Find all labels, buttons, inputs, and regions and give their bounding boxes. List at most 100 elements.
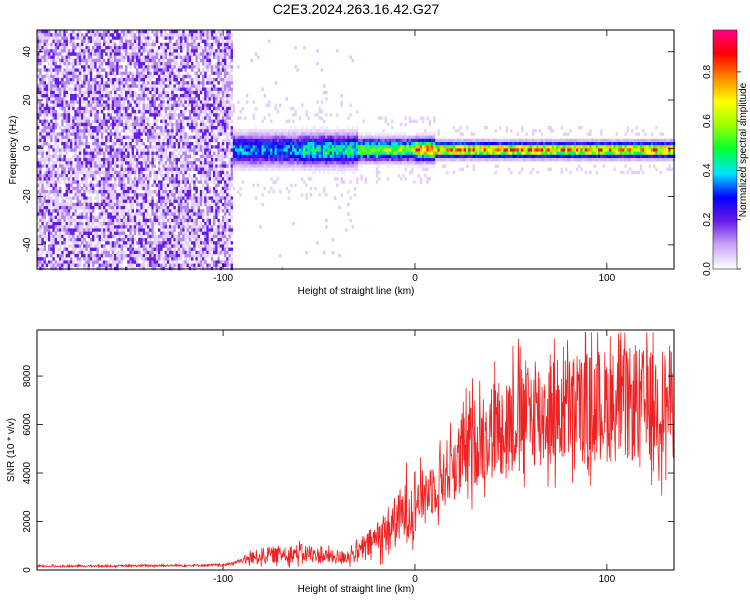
- spectrogram-cell: [37, 247, 40, 251]
- spectrogram-cell: [87, 30, 90, 34]
- spectrogram-cell: [155, 174, 159, 178]
- spectrogram-cell: [114, 148, 117, 152]
- spectrogram-cell: [98, 74, 101, 79]
- spectrogram-cell: [118, 116, 121, 120]
- spectrogram-cell: [118, 39, 121, 43]
- spectrogram-cell: [85, 234, 88, 239]
- spectrogram-cell: [122, 55, 126, 59]
- spectrogram-cell: [87, 46, 90, 50]
- spectrogram-cell: [193, 254, 196, 258]
- spectrogram-cell: [158, 97, 161, 101]
- spectrogram-cell: [118, 97, 121, 101]
- spectrogram-cell: [166, 78, 170, 82]
- spectrogram-cell: [83, 142, 86, 146]
- spectrogram-cell: [171, 225, 174, 229]
- spectrogram-cell: [136, 103, 139, 107]
- spectrogram-cell: [54, 225, 57, 229]
- spectrogram-cell: [83, 52, 86, 56]
- spectrogram-cell: [162, 177, 165, 181]
- spectrogram-cell: [127, 119, 130, 123]
- spectrogram-cell: [186, 154, 189, 159]
- spectrogram-cell: [202, 33, 205, 37]
- spectrogram-cell: [208, 225, 211, 229]
- spectrogram-cell: [96, 215, 99, 219]
- spectrogram-cell: [226, 65, 229, 69]
- spectrogram-cell: [228, 158, 231, 162]
- spectrogram-cell: [87, 196, 90, 200]
- spectrogram-cell: [210, 46, 214, 50]
- spectrogram-cell: [210, 257, 214, 261]
- spectrogram-cell: [138, 247, 141, 251]
- spectrogram-cell: [81, 196, 84, 200]
- spectrogram-cell: [226, 78, 229, 82]
- spectrogram-cell: [193, 97, 196, 101]
- spectrogram-cell: [160, 84, 163, 88]
- spectrogram-cell: [188, 167, 192, 171]
- spectrogram-cell: [199, 254, 203, 258]
- spectrogram-cell: [169, 234, 172, 239]
- spectrogram-cell: [160, 62, 163, 66]
- spectrogram-cell: [65, 126, 68, 130]
- spectrogram-cell: [226, 193, 229, 197]
- spectrogram-cell: [103, 119, 106, 123]
- spectrogram-cell: [151, 199, 154, 203]
- spectrogram-cell: [127, 30, 130, 34]
- spectrogram-cell: [184, 74, 187, 79]
- spectrogram-cell: [41, 260, 44, 264]
- spectrogram-cell: [72, 234, 75, 239]
- spectrogram-cell: [52, 209, 55, 213]
- spectrogram-cell: [191, 135, 194, 139]
- spectrogram-cell: [160, 103, 163, 107]
- spectrogram-cell: [54, 148, 57, 152]
- spectrogram-cell: [54, 151, 57, 155]
- spectrogram-cell: [94, 81, 97, 85]
- spectrogram-cell: [100, 122, 104, 127]
- spectrogram-cell: [144, 42, 148, 47]
- spectrogram-cell: [52, 126, 55, 130]
- spectrogram-cell: [39, 30, 42, 34]
- spectrogram-cell: [219, 126, 222, 130]
- spectrogram-cell: [158, 206, 161, 210]
- spectrogram-cell: [111, 138, 115, 143]
- spectrogram-cell: [133, 177, 137, 181]
- spectrogram-cell: [197, 94, 200, 98]
- spectrogram-cell: [105, 46, 108, 50]
- spectrogram-cell: [76, 196, 79, 200]
- spectrogram-cell: [100, 46, 104, 50]
- spectrogram-cell: [158, 170, 161, 175]
- spectrogram-cell: [37, 39, 40, 43]
- spectrogram-cell: [199, 58, 203, 63]
- spectrogram-cell: [98, 234, 101, 239]
- spectrogram-cell: [151, 148, 154, 152]
- spectrogram-cell: [127, 78, 130, 82]
- spectrogram-cell: [199, 193, 203, 197]
- spectrogram-cell: [94, 196, 97, 200]
- spectrogram-cell: [92, 174, 95, 178]
- spectrogram-cell: [39, 161, 42, 165]
- spectrogram-cell: [160, 254, 163, 258]
- spectrogram-cell: [228, 36, 231, 40]
- spectrogram-cell: [87, 90, 90, 95]
- spectrogram-cell: [197, 263, 200, 267]
- spectrogram-cell: [191, 129, 194, 133]
- spectrogram-cell: [43, 241, 46, 245]
- spectrogram-cell: [94, 257, 97, 261]
- spectrogram-cell: [109, 158, 112, 162]
- spectrogram-cell: [76, 167, 79, 171]
- spectrogram-cell: [230, 110, 233, 114]
- spectrogram-cell: [89, 58, 93, 63]
- spectrogram-cell: [147, 183, 150, 187]
- spectrogram-cell: [65, 138, 68, 143]
- spectrogram-cell: [59, 90, 62, 95]
- spectrogram-cell: [72, 247, 75, 251]
- spectrogram-cell: [226, 164, 229, 168]
- spectrogram-cell: [169, 71, 172, 75]
- spectrogram-cell: [105, 263, 108, 267]
- spectrogram-cell: [100, 97, 104, 101]
- spectrogram-cell: [206, 158, 209, 162]
- spectrogram-cell: [199, 257, 203, 261]
- spectrogram-cell: [81, 206, 84, 210]
- spectrogram-cell: [175, 113, 178, 117]
- spectrogram-cell: [118, 170, 121, 175]
- spectrogram-cell: [221, 94, 225, 98]
